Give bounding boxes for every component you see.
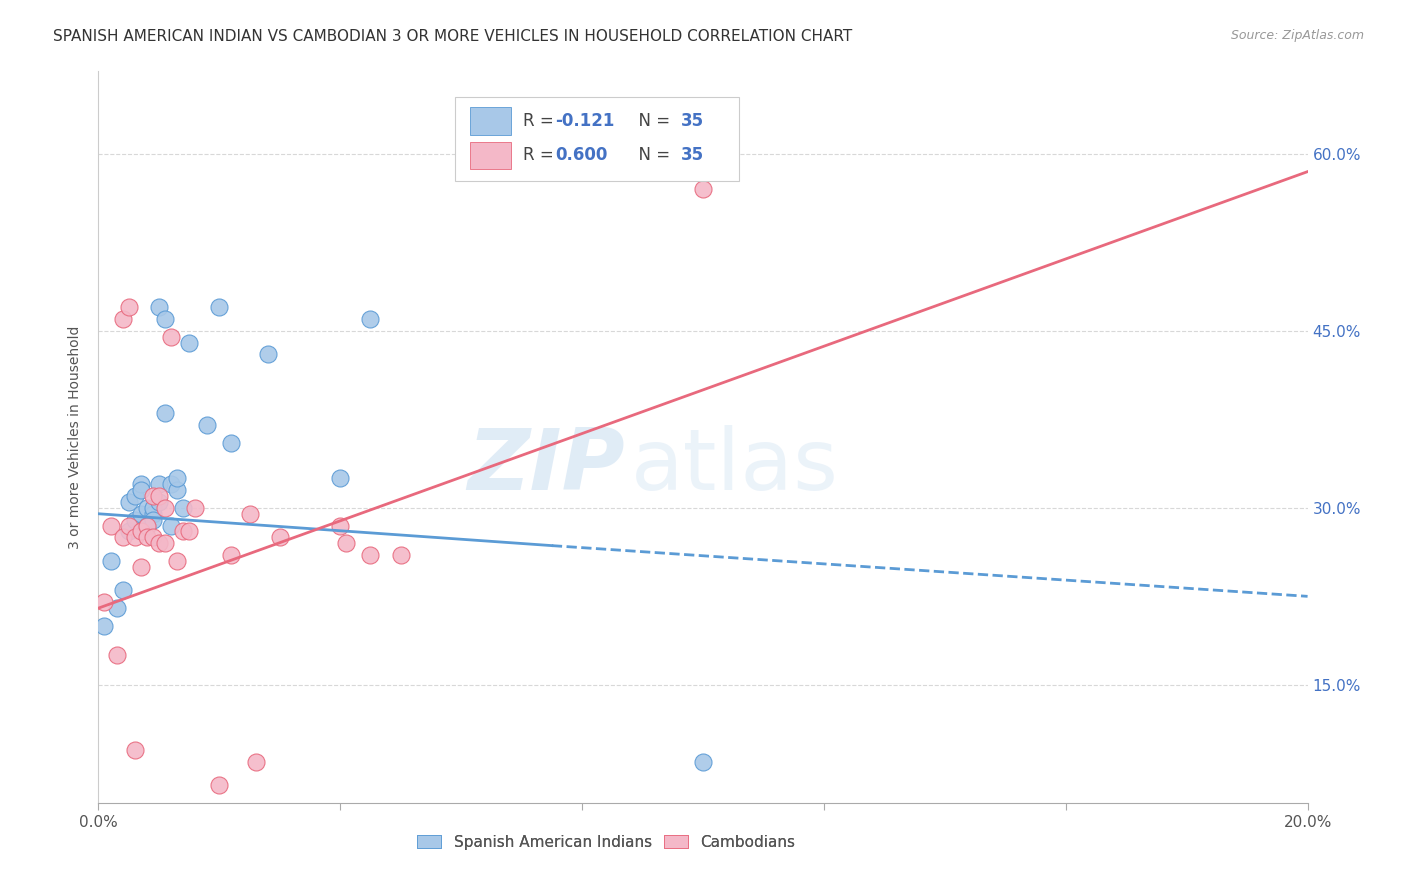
Point bbox=[135, 518, 157, 533]
Point bbox=[153, 500, 176, 515]
Bar bbox=[456, 97, 740, 181]
Point bbox=[142, 500, 165, 515]
Point bbox=[148, 489, 170, 503]
Point bbox=[100, 554, 122, 568]
Point bbox=[179, 335, 201, 350]
Point bbox=[329, 518, 352, 533]
Text: 35: 35 bbox=[682, 112, 704, 130]
Point bbox=[129, 524, 152, 539]
Point bbox=[184, 500, 207, 515]
Point bbox=[208, 301, 231, 315]
Text: SPANISH AMERICAN INDIAN VS CAMBODIAN 3 OR MORE VEHICLES IN HOUSEHOLD CORRELATION: SPANISH AMERICAN INDIAN VS CAMBODIAN 3 O… bbox=[53, 29, 852, 44]
Point bbox=[160, 477, 183, 491]
Point bbox=[172, 524, 194, 539]
Point bbox=[148, 301, 170, 315]
Legend: Spanish American Indians, Cambodians: Spanish American Indians, Cambodians bbox=[418, 835, 796, 850]
Point bbox=[153, 407, 176, 421]
Point bbox=[148, 477, 170, 491]
Point bbox=[692, 755, 714, 769]
Point bbox=[124, 742, 146, 756]
Point bbox=[148, 536, 170, 550]
Point bbox=[256, 347, 278, 361]
Point bbox=[142, 513, 165, 527]
Point bbox=[172, 500, 194, 515]
Text: Source: ZipAtlas.com: Source: ZipAtlas.com bbox=[1230, 29, 1364, 42]
Point bbox=[118, 495, 141, 509]
Point bbox=[118, 301, 141, 315]
Point bbox=[221, 436, 243, 450]
Point bbox=[166, 483, 188, 498]
Point bbox=[93, 619, 115, 633]
Point bbox=[221, 548, 243, 562]
Bar bbox=[470, 142, 510, 169]
Point bbox=[135, 518, 157, 533]
Point bbox=[105, 601, 128, 615]
Point bbox=[105, 648, 128, 663]
Point bbox=[166, 471, 188, 485]
Point bbox=[153, 536, 176, 550]
Point bbox=[129, 483, 152, 498]
Bar bbox=[470, 107, 510, 135]
Point bbox=[360, 548, 382, 562]
Point bbox=[118, 518, 141, 533]
Point bbox=[111, 530, 134, 544]
Text: -0.121: -0.121 bbox=[555, 112, 614, 130]
Point bbox=[118, 524, 141, 539]
Text: N =: N = bbox=[628, 146, 675, 164]
Text: ZIP: ZIP bbox=[467, 425, 624, 508]
Point bbox=[179, 524, 201, 539]
Point bbox=[160, 518, 183, 533]
Point bbox=[245, 755, 267, 769]
Point bbox=[129, 559, 152, 574]
Point bbox=[135, 530, 157, 544]
Point bbox=[100, 518, 122, 533]
Point bbox=[269, 530, 291, 544]
Text: R =: R = bbox=[523, 112, 558, 130]
Text: R =: R = bbox=[523, 146, 558, 164]
Text: atlas: atlas bbox=[630, 425, 838, 508]
Point bbox=[111, 583, 134, 598]
Point bbox=[166, 554, 188, 568]
Point bbox=[335, 536, 357, 550]
Point bbox=[692, 182, 714, 196]
Point bbox=[129, 477, 152, 491]
Point bbox=[153, 312, 176, 326]
Point bbox=[111, 312, 134, 326]
Point bbox=[93, 595, 115, 609]
Point bbox=[389, 548, 412, 562]
Point bbox=[124, 513, 146, 527]
Point bbox=[148, 495, 170, 509]
Text: N =: N = bbox=[628, 112, 675, 130]
Point bbox=[135, 500, 157, 515]
Point bbox=[160, 330, 183, 344]
Point bbox=[360, 312, 382, 326]
Point bbox=[124, 530, 146, 544]
Point bbox=[481, 147, 503, 161]
Point bbox=[142, 507, 165, 521]
Point bbox=[195, 418, 218, 433]
Point bbox=[129, 507, 152, 521]
Point bbox=[208, 778, 231, 792]
Point bbox=[329, 471, 352, 485]
Text: 35: 35 bbox=[682, 146, 704, 164]
Point bbox=[142, 530, 165, 544]
Text: 0.600: 0.600 bbox=[555, 146, 607, 164]
Point bbox=[124, 489, 146, 503]
Point bbox=[135, 518, 157, 533]
Y-axis label: 3 or more Vehicles in Household: 3 or more Vehicles in Household bbox=[69, 326, 83, 549]
Point bbox=[142, 489, 165, 503]
Point bbox=[239, 507, 262, 521]
